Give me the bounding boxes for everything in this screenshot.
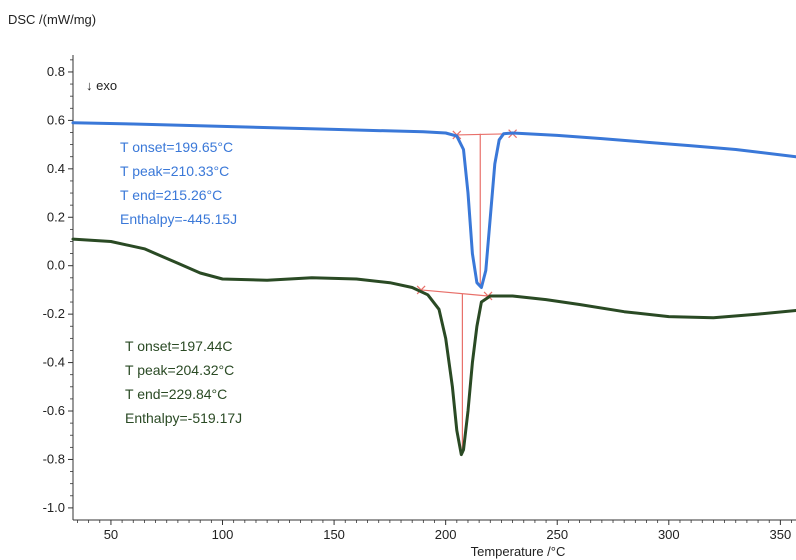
series-layer (71, 121, 796, 457)
x-tick-label: 250 (546, 527, 568, 542)
x-tick-label: 300 (658, 527, 680, 542)
y-tick-label: 0.6 (47, 112, 65, 127)
y-axis-label: DSC /(mW/mg) (8, 12, 96, 27)
annotation-line: Enthalpy=-519.17J (125, 410, 242, 426)
annotation-line: T end=229.84°C (125, 386, 227, 402)
annotation-block-1: T onset=199.65°C T peak=210.33°C T end=215… (120, 139, 237, 227)
axes: 0.8 0.6 0.4 0.2 0.0 -0.2 -0.4 -0.6 -0.8 -1.0 50 100… (43, 55, 796, 542)
annotation-line: T peak=204.32°C (125, 362, 234, 378)
exo-direction-label: ↓ exo (86, 78, 117, 93)
x-tick-label: 100 (212, 527, 234, 542)
series-line-1 (71, 121, 796, 289)
y-tick-label: 0.8 (47, 64, 65, 79)
series-line-2 (71, 237, 796, 457)
x-tick-label: 350 (770, 527, 792, 542)
y-tick-label: 0.4 (47, 161, 65, 176)
y-tick-label: 0.0 (47, 258, 65, 273)
annotation-line: T end=215.26°C (120, 187, 222, 203)
y-tick-label: -1.0 (43, 500, 65, 515)
x-tick-label: 150 (323, 527, 345, 542)
annotation-line: T onset=199.65°C (120, 139, 233, 155)
construction-line (421, 289, 489, 297)
y-tick-label: -0.4 (43, 355, 65, 370)
y-tick-label: 0.2 (47, 209, 65, 224)
annotation-line: Enthalpy=-445.15J (120, 211, 237, 227)
x-axis-label: Temperature /°C (471, 544, 566, 559)
annotation-layer: T onset=199.65°C T peak=210.33°C T end=215… (120, 139, 242, 426)
annotation-line: T peak=210.33°C (120, 163, 229, 179)
x-tick-label: 50 (104, 527, 118, 542)
x-tick-label: 200 (435, 527, 457, 542)
y-tick-label: -0.8 (43, 451, 65, 466)
annotation-block-2: T onset=197.44C T peak=204.32°C T end=229.… (125, 338, 242, 426)
annotation-line: T onset=197.44C (125, 338, 233, 354)
y-tick-label: -0.6 (43, 403, 65, 418)
y-tick-label: -0.2 (43, 306, 65, 321)
